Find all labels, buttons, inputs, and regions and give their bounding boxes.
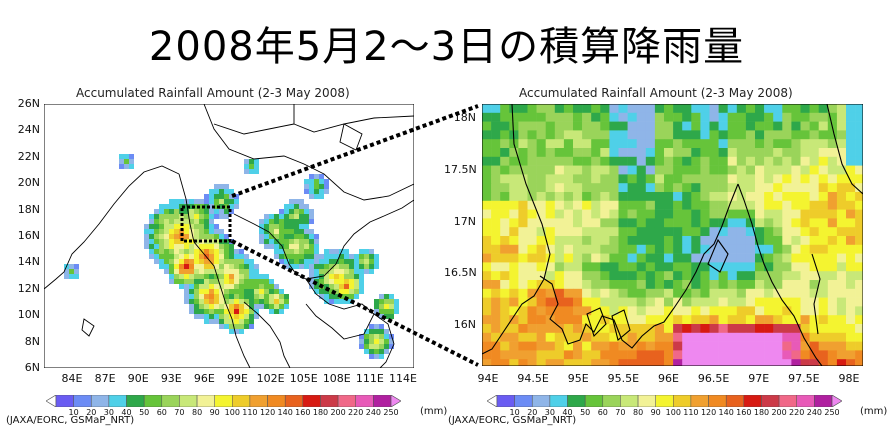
colorbar-label: 30	[544, 408, 555, 417]
colorbar-label: 20	[527, 408, 538, 417]
lat-tick-label: 12N	[17, 281, 40, 295]
right-map-title: Accumulated Rainfall Amount (2-3 May 200…	[519, 86, 793, 100]
left-rainfall-map	[44, 104, 414, 368]
lat-tick-label: 16.5N	[444, 266, 477, 280]
colorbar-label: 50	[139, 408, 150, 417]
colorbar-label: 20	[86, 408, 97, 417]
lat-tick-label: 18N	[453, 111, 476, 124]
lon-tick-label: 108E	[322, 372, 351, 385]
colorbar-label: 40	[121, 408, 132, 417]
colorbar-label: 70	[615, 408, 626, 417]
colorbar-label: 160	[736, 408, 752, 417]
lon-tick-label: 99E	[227, 372, 248, 385]
lon-tick-label: 96E	[658, 372, 679, 385]
lat-tick-label: 24N	[17, 123, 40, 137]
colorbar-label: 140	[718, 408, 734, 417]
lat-tick-label: 10N	[17, 308, 40, 322]
colorbar-label: 140	[277, 408, 293, 417]
lat-tick-label: 17N	[453, 214, 476, 228]
left-colorbar	[46, 395, 401, 407]
colorbar-label: 60	[156, 408, 167, 417]
right-credit: (JAXA/EORC, GSMaP_NRT)	[448, 415, 577, 426]
lat-tick-label: 8N	[24, 334, 40, 348]
colorbar-label: 180	[753, 408, 770, 417]
colorbar-label: 240	[365, 408, 382, 417]
left-colorbar-unit: (mm)	[420, 406, 448, 417]
lon-tick-label: 102E	[256, 372, 285, 385]
colorbar-label: 100	[665, 408, 681, 417]
lat-tick-label: 26N	[17, 97, 40, 110]
lon-tick-label: 94.5E	[517, 372, 549, 385]
colorbar-label: 10	[509, 408, 520, 417]
left-map-title: Accumulated Rainfall Amount (2-3 May 200…	[76, 86, 350, 100]
colorbar-label: 160	[295, 408, 311, 417]
colorbar-label: 200	[771, 408, 787, 417]
colorbar-label: 10	[68, 408, 79, 417]
lat-tick-label: 6N	[24, 361, 40, 374]
colorbar-label: 120	[700, 408, 717, 417]
right-colorbar	[487, 395, 842, 407]
colorbar-label: 70	[174, 408, 185, 417]
lon-tick-label: 97.5E	[788, 372, 820, 385]
colorbar-label: 180	[312, 408, 329, 417]
colorbar-label: 110	[242, 408, 258, 417]
lat-tick-label: 16N	[453, 318, 476, 331]
lon-tick-label: 87E	[94, 372, 116, 385]
lon-tick-label: 114E	[389, 372, 417, 385]
colorbar-label: 120	[259, 408, 276, 417]
colorbar-label: 40	[562, 408, 573, 417]
colorbar-label: 30	[103, 408, 114, 417]
colorbar-label: 220	[789, 408, 805, 417]
colorbar-label: 250	[824, 408, 840, 417]
colorbar-label: 220	[348, 408, 364, 417]
lat-tick-label: 22N	[17, 149, 40, 163]
lat-tick-label: 14N	[17, 255, 40, 269]
colorbar-label: 60	[597, 408, 608, 417]
colorbar-label: 90	[650, 408, 661, 417]
right-colorbar-unit: (mm)	[860, 406, 888, 417]
lon-tick-label: 105E	[289, 372, 318, 385]
left-credit: (JAXA/EORC, GSMaP_NRT)	[6, 415, 135, 426]
lat-tick-label: 20N	[17, 176, 40, 190]
lon-tick-label: 95.5E	[607, 372, 640, 385]
page-title: 2008年5月2～3日の積算降雨量	[148, 24, 745, 70]
colorbar-label: 240	[806, 408, 823, 417]
right-rainfall-map	[482, 104, 863, 366]
lat-tick-label: 18N	[17, 202, 40, 216]
lat-tick-label: 17.5N	[444, 162, 477, 176]
lat-tick-label: 16N	[17, 229, 40, 242]
lon-tick-label: 94E	[477, 372, 499, 385]
colorbar-label: 80	[192, 408, 203, 417]
colorbar-label: 100	[224, 408, 240, 417]
lon-tick-label: 96E	[193, 372, 215, 385]
colorbar-label: 200	[330, 408, 346, 417]
colorbar-label: 50	[580, 408, 591, 417]
lon-tick-label: 93E	[160, 372, 182, 385]
lon-tick-label: 90E	[127, 372, 149, 385]
colorbar-label: 80	[633, 408, 644, 417]
lon-tick-label: 84E	[61, 372, 83, 385]
lon-tick-label: 96.5E	[697, 372, 730, 385]
lon-tick-label: 98E	[838, 372, 860, 385]
lon-tick-label: 111E	[355, 372, 384, 385]
lon-tick-label: 97E	[748, 372, 770, 385]
lon-tick-label: 95E	[567, 372, 589, 385]
colorbar-label: 250	[383, 408, 399, 417]
colorbar-label: 90	[209, 408, 220, 417]
colorbar-label: 110	[683, 408, 699, 417]
